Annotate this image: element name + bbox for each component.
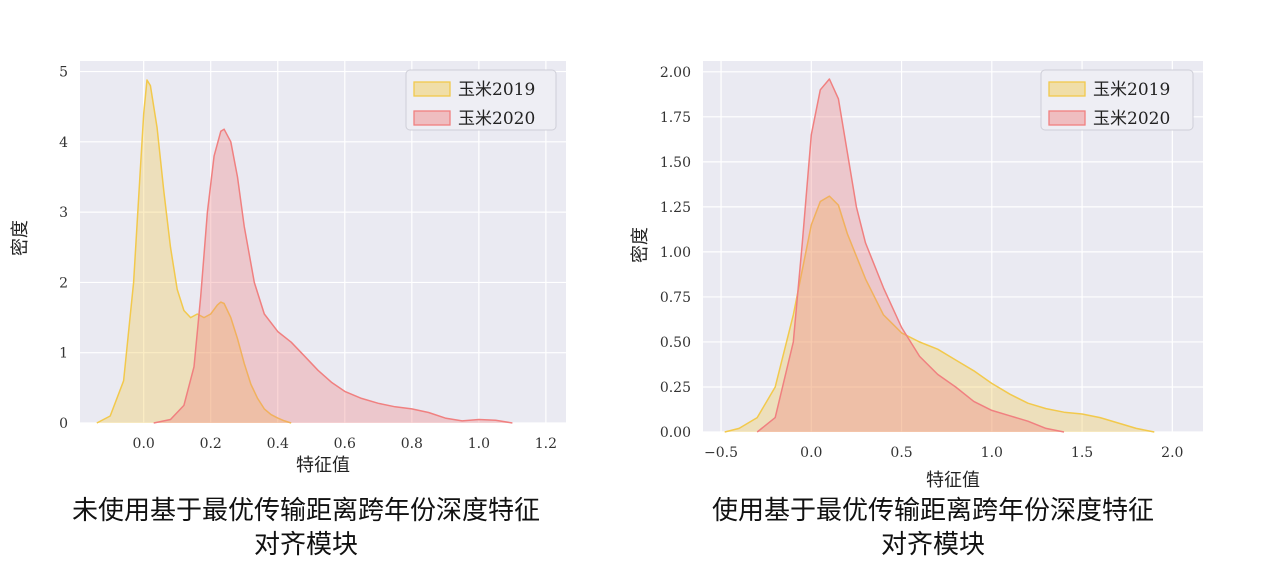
y-tick-label: 3 [59,205,68,221]
series-area-1 [96,80,292,423]
x-tick-label: 1.2 [535,436,557,452]
legend-label-1: 玉米2019 [458,80,535,100]
legend-box [1040,69,1194,131]
legend-swatch-1 [1048,81,1086,97]
series-area-1 [724,196,1155,432]
y-tick-label: 4 [59,135,68,151]
caption-right-line2: 对齐模块 [880,530,985,560]
x-tick-label: 0.2 [200,436,222,452]
x-tick-label: 0.8 [401,436,423,452]
x-tick-label: 1.0 [981,445,1003,461]
x-tick-label: 1.5 [1071,445,1093,461]
legend-label-2: 玉米2020 [1093,109,1170,129]
chart-2: −0.5 0.0 0.5 1.0 1.5 2.0 0.00 0.25 0.50 0.75 1.00 1… [630,61,1203,491]
x-tick-label: 0.0 [133,436,155,452]
y-tick-label: 1 [59,346,68,362]
y-tick-label: 1.00 [660,245,691,261]
caption-left-line1: 未使用基于最优传输距离跨年份深度特征 [71,496,540,526]
y-tick-label: 5 [59,65,68,81]
legend-swatch-2 [1048,110,1086,126]
caption-left: 未使用基于最优传输距离跨年份深度特征 对齐模块 [20,494,592,562]
series-line-1 [96,79,292,424]
y-tick-label: 1.50 [660,155,691,171]
chart-1: 0.0 0.2 0.4 0.6 0.8 1.0 1.2012345特征值密度玉米2019玉米… [10,61,566,476]
y-axis-label: 密度 [630,227,651,263]
y-axis-label: 密度 [10,220,31,256]
y-tick-label: 2.00 [660,65,691,81]
y-tick-label: 2 [59,275,68,291]
series-line-2 [153,128,513,424]
series-line-1 [724,195,1155,433]
legend: 玉米2019 玉米2020 [405,69,557,131]
x-tick-label: −0.5 [704,445,738,461]
y-tick-label: 0.75 [660,290,691,306]
y-tick-label: 1.25 [660,200,691,216]
legend: 玉米2019 玉米2020 [1040,69,1194,131]
caption-right: 使用基于最优传输距离跨年份深度特征 对齐模块 [640,494,1226,562]
y-tick-label: 1.75 [660,110,691,126]
series-line-2 [756,78,1065,433]
y-tick-label: 0.50 [660,335,691,351]
y-tick-label: 0 [59,416,68,432]
y-tick-label: 0.25 [660,380,691,396]
legend-label-1: 玉米2019 [1093,80,1170,100]
series-area-2 [757,79,1065,432]
series-area-2 [153,129,513,423]
x-axis-label: 特征值 [926,470,980,491]
y-tick-label: 0.00 [660,425,691,441]
x-tick-label: 0.0 [800,445,822,461]
x-tick-label: 2.0 [1161,445,1183,461]
x-axis-label: 特征值 [296,455,350,476]
x-tick-label: 0.6 [334,436,356,452]
x-tick-label: 1.0 [468,436,490,452]
caption-left-line2: 对齐模块 [253,530,358,560]
legend-label-2: 玉米2020 [458,109,535,129]
legend-box [405,69,557,131]
caption-right-line1: 使用基于最优传输距离跨年份深度特征 [711,496,1154,526]
legend-swatch-1 [413,81,451,97]
x-tick-label: 0.4 [267,436,289,452]
legend-swatch-2 [413,110,451,126]
x-tick-label: 0.5 [890,445,912,461]
